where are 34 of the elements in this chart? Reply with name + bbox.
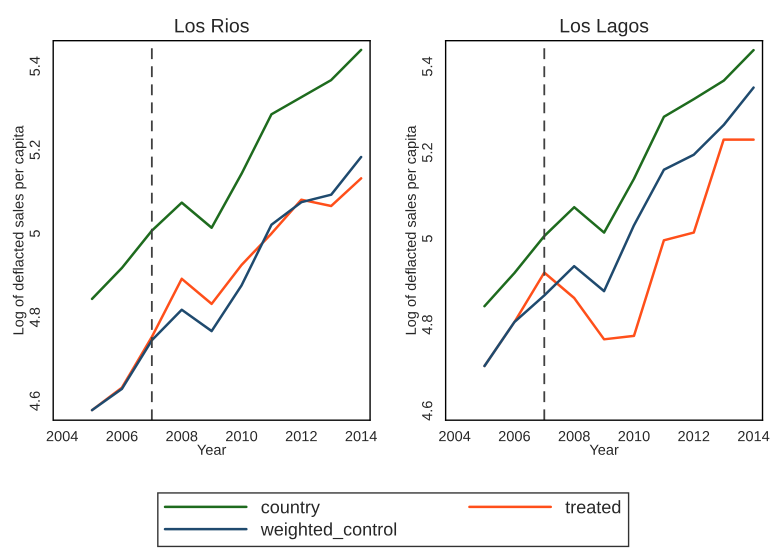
chart-title: Los Lagos [560,18,648,36]
x-tick-label: 2010 [618,431,650,442]
y-tick-label: 4.8 [30,308,40,328]
y-tick-label: 5.2 [422,143,432,162]
legend-label: treated [565,500,620,514]
x-tick-label: 2004 [439,431,470,442]
x-tick-label: 2008 [558,431,590,442]
chart-title: Los Rios [175,18,249,33]
x-tick-label: 2004 [46,431,78,442]
y-axis-title: Log of deflacted sales per capita [12,125,26,334]
x-tick-label: 2006 [106,431,138,442]
x-tick-label: 2008 [166,431,198,442]
x-tick-label: 2014 [346,431,377,442]
line-series [90,48,362,300]
y-tick-label: 5 [30,230,40,238]
x-axis-title: Year [590,444,619,455]
x-tick-label: 2014 [738,431,770,442]
y-tick-label: 4.6 [422,401,432,421]
y-tick-label: 5.4 [30,56,40,76]
legend-label: country [262,502,320,517]
x-tick-label: 2006 [498,431,530,442]
y-tick-label: 4.6 [30,391,40,411]
y-tick-label: 4.8 [422,315,432,334]
y-tick-label: 5 [422,235,432,242]
legend-label: weighted_control [260,522,396,540]
y-tick-label: 5.4 [422,56,432,76]
x-tick-label: 2010 [226,431,258,442]
x-tick-label: 2012 [286,431,317,442]
line-series [483,48,755,308]
y-tick-label: 5.2 [30,140,40,160]
x-axis-title: Year [197,444,226,455]
x-tick-label: 2012 [678,431,710,442]
line-series [483,86,755,368]
y-axis-title: Log of deflacted sales per capita [405,125,419,334]
